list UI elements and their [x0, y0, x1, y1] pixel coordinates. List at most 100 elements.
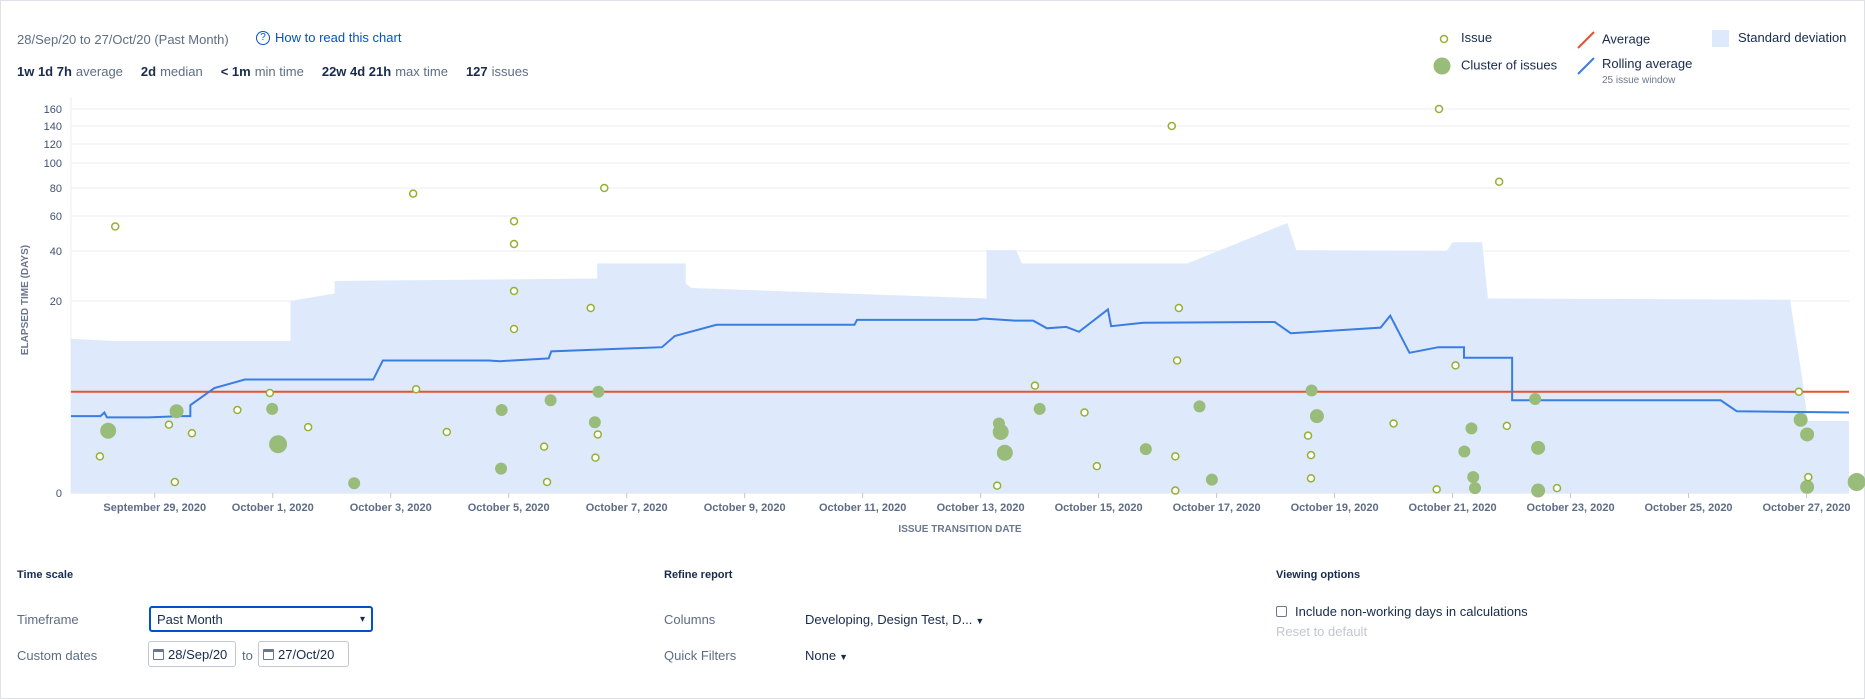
stddev-band — [71, 223, 1849, 493]
cluster-point — [996, 444, 1013, 461]
x-tick-label: October 3, 2020 — [350, 502, 432, 514]
issue-point — [1451, 361, 1460, 370]
non-working-days-checkbox[interactable]: Include non-working days in calculations — [1276, 604, 1528, 619]
cluster-point — [588, 416, 601, 429]
cluster-point — [100, 422, 117, 439]
legend-cluster[interactable]: Cluster of issues — [1432, 56, 1557, 76]
x-tick-label: October 13, 2020 — [937, 502, 1025, 514]
x-tick-label: October 21, 2020 — [1409, 502, 1497, 514]
cluster-point — [1458, 445, 1471, 458]
x-tick-label: October 7, 2020 — [586, 502, 668, 514]
issue-point — [411, 385, 421, 394]
issue-point — [1171, 486, 1180, 495]
start-date-field[interactable]: 28/Sep/20 — [148, 641, 236, 667]
how-to-read-link[interactable]: ? How to read this chart — [256, 30, 401, 45]
issue-point — [1794, 387, 1804, 396]
caret-down-icon: ▼ — [975, 616, 985, 626]
legend-rolling[interactable]: Rolling average 25 issue window — [1576, 56, 1692, 86]
cluster-point — [1139, 443, 1152, 456]
how-to-read-label: How to read this chart — [275, 30, 402, 45]
issue-point — [170, 477, 180, 487]
issue-point — [1080, 408, 1089, 417]
control-chart[interactable]: 0 20 40 60 80 100 120 140 160 September 29, 2020… — [0, 0, 1865, 560]
stat-min-label: min time — [254, 64, 304, 79]
stat-average-label: average — [75, 64, 123, 79]
issue-point — [509, 239, 519, 249]
issue-point — [187, 428, 197, 438]
cluster-point — [992, 424, 1009, 440]
stat-average: 1w 1d 7h average — [17, 64, 123, 79]
timeframe-label: Timeframe — [17, 612, 79, 627]
legend-average[interactable]: Average — [1576, 30, 1650, 50]
issue-point — [1092, 461, 1102, 471]
x-tick-label: October 1, 2020 — [232, 502, 314, 514]
issue-point — [1552, 483, 1562, 493]
stat-median-label: median — [160, 64, 203, 79]
columns-dropdown[interactable]: Developing, Design Test, D... ▼ — [805, 612, 984, 627]
y-tick-label: 140 — [44, 121, 62, 133]
calendar-icon — [263, 648, 274, 660]
issue-point — [593, 430, 603, 439]
issue-point — [1030, 381, 1040, 390]
custom-dates-label: Custom dates — [17, 648, 98, 663]
legend-issue-label: Issue — [1461, 30, 1493, 45]
x-tick-label: October 5, 2020 — [468, 502, 550, 514]
x-tick-label: October 11, 2020 — [819, 502, 906, 514]
x-tick-label: October 17, 2020 — [1173, 502, 1261, 514]
issue-point — [164, 420, 174, 429]
cluster-point — [1468, 482, 1481, 495]
issue-point — [303, 422, 313, 432]
cluster-point — [1800, 479, 1815, 494]
legend-cluster-label: Cluster of issues — [1461, 57, 1558, 73]
reset-to-default-link[interactable]: Reset to default — [1276, 624, 1368, 639]
stat-max-value: 22w 4d 21h — [321, 64, 392, 79]
issue-point — [1502, 421, 1512, 431]
cluster-point — [495, 462, 508, 475]
quick-filters-dropdown[interactable]: None ▼ — [805, 648, 848, 663]
rolling-average-line — [71, 307, 1850, 419]
end-date-value: 27/Oct/20 — [278, 646, 335, 662]
y-axis-label: ELAPSED TIME (DAYS) — [20, 245, 31, 355]
y-tick-label: 20 — [50, 296, 62, 308]
cluster-point — [1467, 471, 1480, 484]
checkbox-icon[interactable] — [1276, 606, 1287, 617]
cluster-point — [592, 385, 605, 398]
cluster-point — [495, 404, 508, 417]
stat-max-label: max time — [395, 64, 448, 79]
stat-median-value: 2d — [140, 64, 157, 79]
cluster-point — [1847, 473, 1865, 492]
cluster-point — [1193, 400, 1206, 413]
columns-label: Columns — [664, 612, 716, 627]
y-tick-label: 100 — [44, 158, 62, 170]
x-tick-label: October 25, 2020 — [1645, 502, 1733, 514]
caret-down-icon: ▼ — [839, 652, 848, 662]
cluster-point — [1309, 409, 1324, 424]
issue-point — [1303, 431, 1313, 440]
issue-point — [600, 183, 609, 193]
stat-issues: 127 issues — [466, 64, 529, 79]
legend-average-label: Average — [1602, 31, 1651, 47]
x-tick-label: October 23, 2020 — [1527, 502, 1615, 514]
cluster-point — [1800, 427, 1815, 442]
cluster-point — [1531, 440, 1546, 455]
calendar-icon — [153, 648, 164, 660]
timeframe-value: Past Month — [157, 611, 223, 627]
legend-rolling-label: Rolling average — [1602, 56, 1693, 71]
y-tick-label: 80 — [50, 183, 62, 195]
issue-point — [591, 453, 600, 462]
issue-point — [1434, 104, 1444, 114]
legend-issue[interactable]: Issue — [1437, 30, 1492, 46]
legend-stddev[interactable]: Standard deviation — [1712, 30, 1846, 48]
issue-point — [509, 324, 519, 334]
timeframe-select[interactable]: Past Month ▾ — [149, 606, 373, 632]
y-tick-label: 60 — [50, 211, 62, 223]
stat-average-value: 1w 1d 7h — [17, 64, 72, 79]
chevron-down-icon: ▾ — [359, 613, 365, 625]
end-date-field[interactable]: 27/Oct/20 — [258, 641, 349, 667]
issue-point — [539, 442, 549, 451]
help-icon: ? — [256, 30, 270, 45]
quick-filters-label: Quick Filters — [664, 648, 737, 663]
issue-point — [1306, 474, 1316, 483]
non-working-days-label: Include non-working days in calculations — [1295, 604, 1528, 619]
issue-point — [1432, 485, 1441, 494]
